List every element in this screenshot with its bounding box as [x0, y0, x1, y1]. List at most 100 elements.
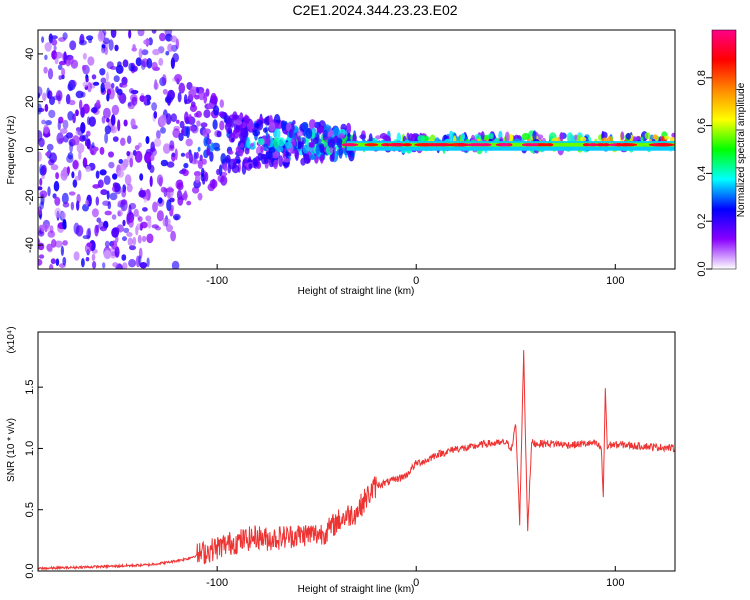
spectrogram-cell	[219, 99, 224, 108]
spectrogram-cell	[461, 133, 466, 141]
spectrogram-cell	[303, 154, 311, 165]
spectrogram-cell	[112, 173, 118, 180]
spectrogram-cell	[319, 143, 325, 154]
spectrogram-cell	[115, 64, 124, 75]
colorbar-tick-label: 0.8	[696, 70, 708, 85]
spectrogram-cell	[644, 132, 651, 140]
spectrogram-cell	[232, 158, 237, 163]
spectrogram-cell	[140, 60, 146, 70]
spectrogram-cell	[67, 111, 74, 121]
spectrogram-cell	[117, 119, 121, 132]
spectrogram-cell	[91, 208, 99, 218]
spectrogram-cell	[63, 51, 67, 64]
spectrogram-cell	[99, 226, 107, 232]
spectrogram-cell	[263, 143, 268, 152]
spectrogram-cell	[55, 258, 60, 267]
spectrogram-cell	[119, 82, 128, 88]
spectrogram-cell	[120, 199, 128, 212]
spectrogram-cell	[218, 111, 226, 117]
spectrogram-cell	[68, 79, 76, 91]
spectrogram-cell	[347, 132, 351, 139]
spectrogram-cell	[88, 116, 97, 127]
spectrogram-cell	[521, 132, 530, 141]
spectrogram-cell	[62, 202, 70, 208]
spectrogram-x-tick-label: 100	[606, 275, 624, 287]
spectrogram-cell	[49, 263, 54, 269]
spectrogram-cell	[108, 161, 115, 169]
spectrogram-cell	[194, 94, 200, 100]
spectrogram-cell	[44, 42, 52, 52]
spectrogram-cell	[137, 234, 142, 244]
spectrogram-cell	[336, 136, 343, 149]
spectrogram-band-peak	[388, 143, 405, 147]
spectrogram-cell	[276, 145, 283, 153]
spectrogram-cell	[41, 164, 47, 175]
spectrogram-cell	[147, 217, 152, 229]
spectrogram-cell	[92, 146, 99, 152]
spectrogram-cell	[114, 44, 119, 52]
spectrogram-cell	[120, 137, 126, 146]
spectrogram-cell	[128, 30, 132, 39]
spectrogram-cell	[71, 171, 75, 179]
spectrogram-cell	[142, 207, 148, 212]
spectrogram-cell	[87, 227, 92, 239]
spectrogram-cell	[128, 204, 132, 216]
spectrogram-cell	[53, 45, 57, 51]
spectrogram-cell	[112, 262, 119, 268]
snr-y-tick-label: 0.0	[24, 563, 36, 578]
spectrogram-cell	[203, 136, 209, 147]
spectrogram-cell	[158, 57, 164, 66]
spectrogram-cell	[203, 92, 208, 104]
spectrogram-cell	[54, 207, 62, 218]
spectrogram-cell	[87, 56, 95, 66]
spectrogram-cell	[180, 152, 186, 157]
spectrogram-cell	[104, 210, 112, 216]
spectrogram-cell	[231, 137, 235, 143]
spectrogram-cell	[156, 130, 161, 139]
spectrogram-cell	[47, 68, 54, 80]
spectrogram-cell	[53, 180, 60, 192]
spectrogram-y-tick-label: -40	[24, 237, 36, 253]
spectrogram-cell	[240, 142, 245, 148]
spectrogram-cell	[165, 50, 170, 56]
spectrogram-cell	[146, 58, 153, 69]
spectrogram-cell	[103, 81, 112, 90]
spectrogram-cell	[225, 154, 231, 164]
spectrogram-cell	[216, 168, 221, 176]
snr-y-tick-label: 1.5	[24, 380, 36, 395]
spectrogram-cell	[314, 155, 318, 161]
spectrogram-cell	[38, 86, 43, 97]
spectrogram-cell	[244, 147, 250, 155]
spectrogram-band-peak	[479, 143, 492, 147]
spectrogram-cell	[127, 102, 132, 107]
spectrogram-cell	[559, 132, 564, 142]
chart-title: C2E1.2024.344.23.23.E02	[292, 2, 458, 18]
spectrogram-cell	[55, 172, 59, 180]
spectrogram-cell	[67, 152, 74, 160]
spectrogram-y-tick-label: 0	[24, 146, 36, 152]
spectrogram-cell	[579, 136, 587, 142]
spectrogram-cell	[197, 146, 201, 152]
spectrogram-cell	[101, 115, 106, 124]
spectrogram-cell	[85, 77, 89, 83]
spectrogram-cell	[122, 236, 127, 242]
spectrogram-cell	[216, 130, 222, 138]
spectrogram-cell	[60, 245, 64, 256]
spectrogram-cell	[165, 96, 173, 104]
spectrogram-cell	[106, 93, 110, 102]
spectrogram-cell	[124, 174, 132, 186]
spectrogram-cell	[269, 160, 274, 168]
spectrogram-cell	[663, 135, 670, 140]
spectrogram-cell	[84, 139, 89, 147]
spectrogram-cell	[41, 36, 45, 43]
spectrogram-cell	[198, 89, 205, 101]
spectrogram-cell	[640, 136, 644, 142]
spectrogram-cell	[156, 210, 164, 222]
spectrogram-cell	[128, 259, 137, 268]
spectrogram-band-peak	[620, 143, 631, 147]
spectrogram-cell	[110, 125, 118, 134]
spectrogram-cell	[158, 197, 163, 204]
spectrogram-cell	[126, 183, 133, 193]
spectrogram-band-peak	[654, 143, 675, 147]
spectrogram-cell	[38, 186, 43, 191]
